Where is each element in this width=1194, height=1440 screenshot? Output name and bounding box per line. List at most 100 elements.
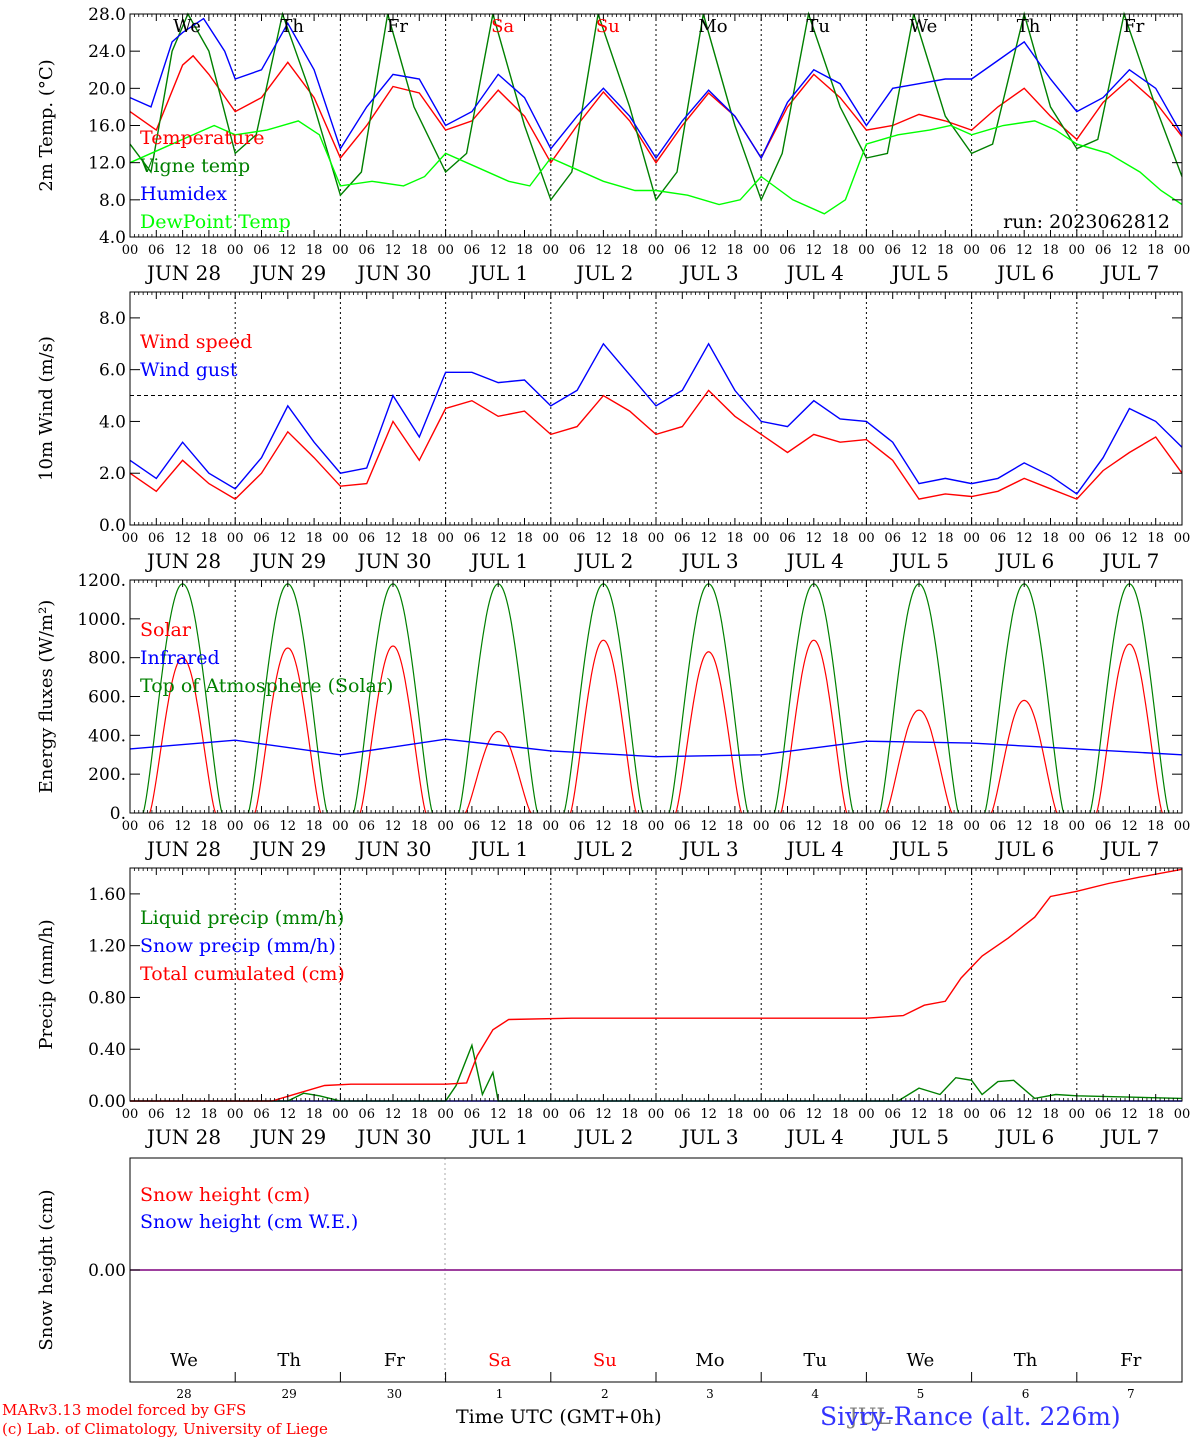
panel-3-ylabel: Energy fluxes (W/m²) xyxy=(36,600,57,794)
weekday-label-bottom: Sa xyxy=(488,1350,511,1371)
panel-1-hour-label: 00 xyxy=(963,243,980,258)
legend-entry-humidex: Humidex xyxy=(140,183,227,205)
panel-2-hour-label: 06 xyxy=(674,531,691,546)
panel-4-hour-label: 06 xyxy=(253,1107,270,1122)
legend-entry-total-cumulated-cm-: Total cumulated (cm) xyxy=(140,963,345,985)
panel-3-hour-label: 06 xyxy=(779,819,796,834)
panel-1-day-label: JUL 2 xyxy=(574,261,633,285)
panel-4-ytick-label: 0.00 xyxy=(88,1092,126,1112)
panel-1-hour-label: 06 xyxy=(1095,243,1112,258)
panel-3-hour-label: 06 xyxy=(884,819,901,834)
day-number-label: 28 xyxy=(176,1387,191,1401)
panel-1-hour-label: 18 xyxy=(621,243,638,258)
panel-3-hour-label: 18 xyxy=(1147,819,1164,834)
panel-4-hour-label: 00 xyxy=(858,1107,875,1122)
panel-3-major-ticks xyxy=(129,580,1183,813)
panel-4-hour-label: 12 xyxy=(1016,1107,1033,1122)
panel-3-hour-label: 12 xyxy=(280,819,297,834)
panel-1-hour-label: 12 xyxy=(595,243,612,258)
panel-3-day-label: JUN 28 xyxy=(145,837,221,861)
panel-3-hour-label: 00 xyxy=(963,819,980,834)
panel-4-hour-label: 06 xyxy=(464,1107,481,1122)
panel-1-day-label: JUL 3 xyxy=(679,261,738,285)
panel-1-hour-label: 06 xyxy=(569,243,586,258)
legend-entry-vigne-temp: Vigne temp xyxy=(139,155,250,177)
panel-2-ytick-label: 4.0 xyxy=(99,412,126,432)
panel-1-day-label: JUL 4 xyxy=(785,261,844,285)
series-line-total-cumulated-cm- xyxy=(130,868,1183,1102)
panel-2-hour-label: 06 xyxy=(148,531,165,546)
legend-entry-dewpoint-temp: DewPoint Temp xyxy=(140,211,291,233)
panel-2-hour-label: 12 xyxy=(1121,531,1138,546)
panel-3-day-label: JUL 5 xyxy=(890,837,949,861)
legend-entry-wind-gust: Wind gust xyxy=(140,359,238,381)
grid-layer xyxy=(130,14,1182,1382)
series-line-humidex xyxy=(129,17,1183,160)
panel-2-hour-label: 18 xyxy=(1147,531,1164,546)
panel-1-day-label: JUN 30 xyxy=(355,261,431,285)
panel-2-hour-label: 12 xyxy=(806,531,823,546)
weekday-label-top: Fr xyxy=(1123,16,1144,37)
panel-2-day-label: JUL 5 xyxy=(890,549,949,573)
panel-1-hour-label: 00 xyxy=(332,243,349,258)
panel-3-hour-label: 00 xyxy=(543,819,560,834)
panel-2-hour-label: 00 xyxy=(332,531,349,546)
day-number-label: 2 xyxy=(601,1387,609,1401)
panel-1-day-label: JUL 5 xyxy=(890,261,949,285)
panel-2-hour-label: 12 xyxy=(174,531,191,546)
panel-4-hour-label: 18 xyxy=(516,1107,533,1122)
panel-1-hour-label: 12 xyxy=(911,243,928,258)
panel-4-hour-label: 12 xyxy=(174,1107,191,1122)
panel-2-hour-label: 00 xyxy=(1069,531,1086,546)
legend-entry-solar: Solar xyxy=(140,619,192,641)
panel-2-hour-label: 18 xyxy=(937,531,954,546)
panel-3-hour-label: 12 xyxy=(806,819,823,834)
panel-4-hour-label: 06 xyxy=(569,1107,586,1122)
panel-3-hour-label: 12 xyxy=(700,819,717,834)
day-number-label: 7 xyxy=(1127,1387,1135,1401)
panel-4-major-ticks xyxy=(129,868,1183,1101)
panel-3-hour-label: 00 xyxy=(332,819,349,834)
panel-1-major-ticks xyxy=(129,14,1183,237)
panel-4-hour-label: 12 xyxy=(1121,1107,1138,1122)
weekday-label-top: Mo xyxy=(698,16,727,37)
panel-4-hour-label: 00 xyxy=(437,1107,454,1122)
panel-4-hour-label: 00 xyxy=(648,1107,665,1122)
day-number-label: 30 xyxy=(387,1387,402,1401)
series-line-top-of-atmosphere-solar- xyxy=(142,583,1170,814)
panel-3-hour-label: 06 xyxy=(569,819,586,834)
panel-1-hour-label: 18 xyxy=(1042,243,1059,258)
series-line-infrared xyxy=(129,738,1183,758)
panel-3-hour-label: 12 xyxy=(595,819,612,834)
panel-2-hour-label: 00 xyxy=(1174,531,1191,546)
weekday-label-top: We xyxy=(173,16,201,37)
panel-4-hour-label: 06 xyxy=(358,1107,375,1122)
weekday-label-bottom: Th xyxy=(1014,1350,1038,1371)
panel-2-hour-label: 18 xyxy=(621,531,638,546)
panel-2-hour-label: 06 xyxy=(1095,531,1112,546)
panel-1-ytick-label: 8.0 xyxy=(99,191,126,211)
day-number-label: 6 xyxy=(1022,1387,1030,1401)
panel-2-hour-label: 18 xyxy=(727,531,744,546)
panel-3-hour-label: 06 xyxy=(148,819,165,834)
panel-1-hour-label: 00 xyxy=(753,243,770,258)
panel-1-hour-label: 00 xyxy=(1069,243,1086,258)
panel-2-major-ticks xyxy=(129,292,1183,525)
panel-1-hour-label: 18 xyxy=(1147,243,1164,258)
panel-3-hour-label: 06 xyxy=(358,819,375,834)
legend-entry-wind-speed: Wind speed xyxy=(140,331,252,353)
panel-2-hour-label: 00 xyxy=(437,531,454,546)
panel-1-hour-label: 06 xyxy=(464,243,481,258)
panel-3-hour-label: 12 xyxy=(911,819,928,834)
panel-4-day-label: JUL 1 xyxy=(469,1125,528,1149)
weekday-label-top: Fr xyxy=(387,16,408,37)
panel-3-day-label: JUN 29 xyxy=(250,837,326,861)
day-number-label: 1 xyxy=(496,1387,504,1401)
panel-4-hour-label: 06 xyxy=(1095,1107,1112,1122)
panel-4-day-label: JUL 2 xyxy=(574,1125,633,1149)
panel-2-hour-label: 06 xyxy=(253,531,270,546)
panel-3-hour-label: 00 xyxy=(858,819,875,834)
panel-3-hour-label: 18 xyxy=(411,819,428,834)
panel-4-hour-label: 18 xyxy=(727,1107,744,1122)
